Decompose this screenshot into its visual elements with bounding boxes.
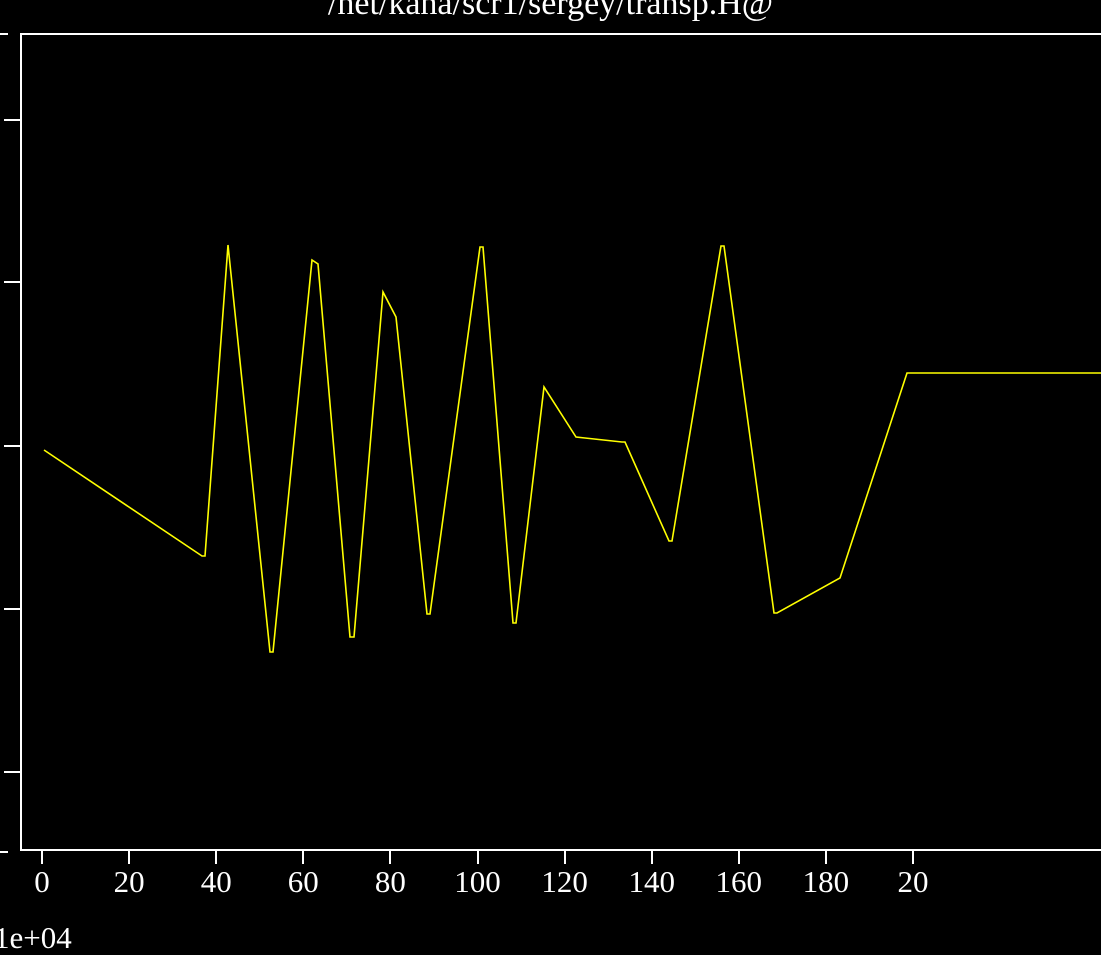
- x-tick-160: [737, 851, 740, 864]
- x-tick-label-40: 40: [200, 864, 232, 899]
- x-tick-180: [824, 851, 827, 864]
- x-tick-200: [912, 851, 914, 864]
- data-line-chart: [43, 244, 1101, 653]
- x-tick-label-100: 100: [454, 864, 501, 899]
- corner-exponent-label: 1e+04: [0, 920, 72, 955]
- page-title: /net/kana/scr1/sergey/transp.H@: [327, 0, 774, 22]
- edge-mark-bottom: [0, 851, 8, 853]
- y-tick-4: [4, 608, 22, 610]
- x-tick-140: [650, 851, 653, 864]
- x-tick-40: [215, 851, 218, 864]
- x-tick-100: [476, 851, 479, 864]
- series-line: [43, 244, 1101, 653]
- x-tick-80: [389, 851, 392, 864]
- x-tick-label-0: 0: [34, 864, 50, 899]
- x-tick-label-200: 20: [897, 864, 929, 899]
- x-tick-0: [41, 851, 43, 864]
- y-tick-5: [4, 771, 22, 773]
- x-tick-label-140: 140: [628, 864, 675, 899]
- x-tick-label-160: 160: [715, 864, 763, 899]
- x-tick-20: [128, 851, 131, 864]
- x-tick-label-20: 20: [113, 864, 145, 899]
- y-tick-3: [4, 445, 22, 447]
- x-tick-label-120: 120: [541, 864, 588, 899]
- y-tick-1: [4, 119, 22, 121]
- x-tick-120: [563, 851, 566, 864]
- x-tick-label-180: 180: [802, 864, 850, 899]
- plot-frame: [20, 33, 1101, 851]
- x-tick-label-60: 60: [287, 864, 319, 899]
- y-tick-2: [4, 281, 22, 283]
- edge-mark-top: [0, 33, 8, 35]
- x-tick-label-80: 80: [374, 864, 406, 899]
- x-tick-60: [302, 851, 305, 864]
